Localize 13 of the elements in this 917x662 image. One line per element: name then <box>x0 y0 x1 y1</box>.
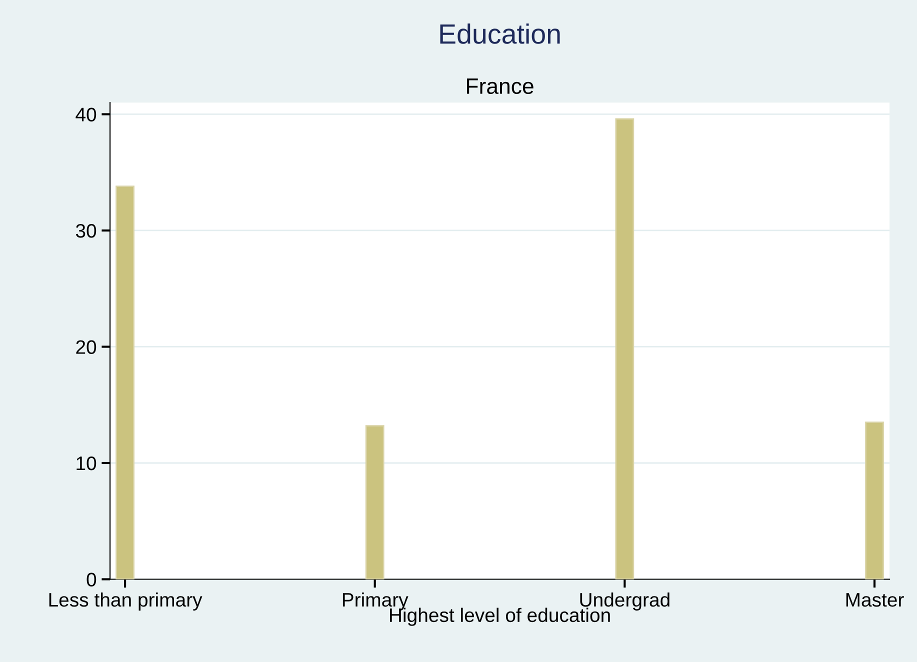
chart-title: Education <box>440 23 560 44</box>
y-tick-label: 0 <box>86 572 96 586</box>
bar <box>865 422 884 580</box>
y-tick-label: 10 <box>76 456 96 470</box>
y-tick-label: 20 <box>76 340 96 354</box>
x-tick-label: Less than primary <box>49 592 202 611</box>
bar <box>116 186 134 580</box>
chart-subtitle: France <box>467 78 534 94</box>
x-tick-label: Master <box>846 593 904 607</box>
y-tick-label: 40 <box>76 108 96 122</box>
y-tick-label: 30 <box>76 224 96 238</box>
bar <box>365 425 384 580</box>
bar <box>615 118 634 580</box>
